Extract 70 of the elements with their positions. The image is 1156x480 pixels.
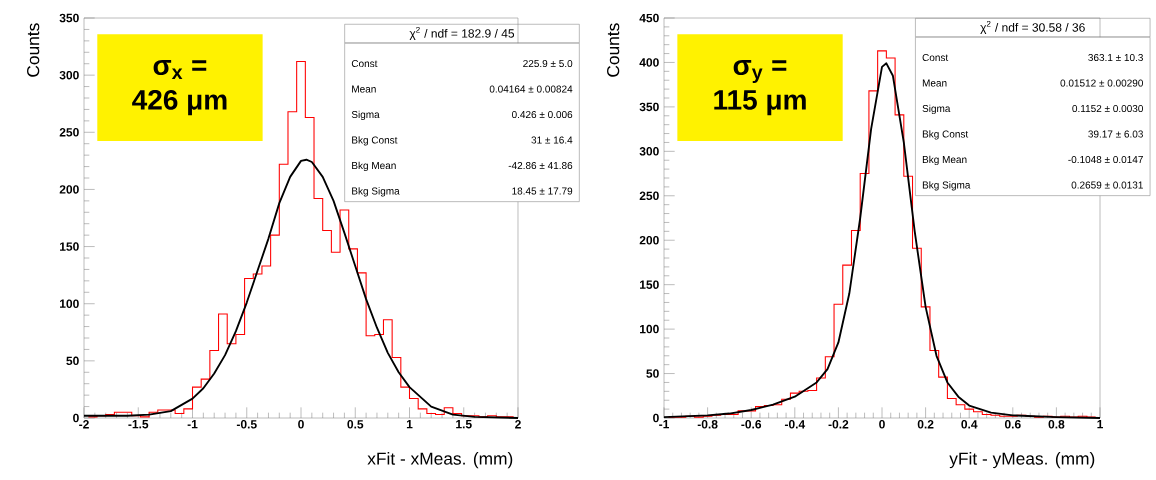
annotation: Sigma [922,104,951,115]
y-tick-label: 150 [60,242,79,251]
x-tick-label: -2 [79,420,89,429]
text: 225.9 ± 5.0 [523,59,573,68]
x-tick-label: 0.6 [1004,420,1021,429]
text: 31 ± 16.4 [531,136,573,144]
x-tick-label: 0.5 [347,420,364,429]
y-tick-label: 250 [59,128,79,137]
y-tick-label: 450 [639,13,659,23]
annotation: 363.1 ± 10.3 [1088,53,1143,62]
y-tick-label: 350 [639,102,659,112]
y-tick-label: 250 [639,191,659,201]
annotation: 0.04164 ± 0.00824 [489,85,573,93]
x-tick-label: 0.8 [1048,420,1065,429]
annotation: -42.86 ± 41.86 [508,161,573,170]
annotation: 0.1152 ± 0.0030 [1072,104,1143,113]
annotation: Mean [352,85,376,93]
annotation: χ$^{2}$ / ndf = 182.9 / 45 [409,26,515,41]
x-tick-label: -1 [187,420,198,429]
annotation: -0.1048 ± 0.0147 [1068,155,1143,164]
annotation: 426 μm [132,89,227,116]
x-tick-label: 2 [515,420,521,429]
x-tick-label: 1 [406,420,413,429]
annotation: Bkg Sigma [922,181,971,191]
annotation: 0.426 ± 0.006 [511,110,573,119]
x-tick-label: 0.4 [961,420,978,429]
annotation: 18.45 ± 17.79 [512,187,573,195]
y-tick-label: 50 [66,356,79,366]
y-tick-label: 200 [639,235,659,245]
y-tick-label: 100 [60,299,79,308]
y-tick-label: 300 [59,70,79,80]
annotation: Sigma [351,110,380,121]
y-tick-label: 200 [59,185,79,194]
x-tick-label: -0.8 [697,420,718,429]
annotation: Bkg Mean [352,161,396,172]
annotation: Const [922,53,949,62]
y-tick-label: 300 [639,147,659,156]
annotation: σ$_{y}$ = [733,60,787,84]
x-tick-label: -0.2 [828,420,849,429]
x-axis-title: yFit - yMeas. (mm) [949,452,1095,469]
annotation: Bkg Const [922,130,969,140]
y-axis-title: Counts [607,23,620,77]
x-tick-label: -0.4 [784,420,806,429]
annotation: Const [351,59,378,68]
y-tick-label: 400 [639,58,659,67]
x-tick-label: 0.2 [917,420,934,429]
x-tick-label: 1.5 [456,420,472,429]
x-tick-label: -0.6 [741,420,762,429]
y-axis-title: Counts [27,23,40,77]
x-tick-label: 1 [1097,420,1103,429]
y-tick-label: 150 [640,280,659,289]
x-tick-label: -1 [659,420,669,429]
annotation: 115 μm [714,90,806,116]
annotation: χ$^{2}$ / ndf = 30.58 / 36 [980,20,1085,35]
y-tick-label: 350 [59,13,79,23]
y-tick-label: 100 [640,324,659,334]
x-tick-label: -1.5 [128,420,149,429]
x-tick-label: 0 [298,420,304,429]
annotation: 39.17 ± 6.03 [1088,130,1143,138]
x-axis-title: xFit - xMeas. (mm) [367,452,513,469]
annotation: Bkg Sigma [352,187,400,197]
annotation: Bkg Const [352,136,398,146]
annotation: 0.2659 ± 0.0131 [1071,181,1143,189]
annotation: Mean [922,79,947,87]
annotation: 0.01512 ± 0.00290 [1060,79,1143,87]
annotation: Bkg Mean [922,155,967,166]
y-tick-label: 50 [646,369,659,378]
x-tick-label: 0 [879,420,885,429]
x-tick-label: -0.5 [236,420,257,429]
annotation: σ$_{x}$ = [153,60,207,79]
